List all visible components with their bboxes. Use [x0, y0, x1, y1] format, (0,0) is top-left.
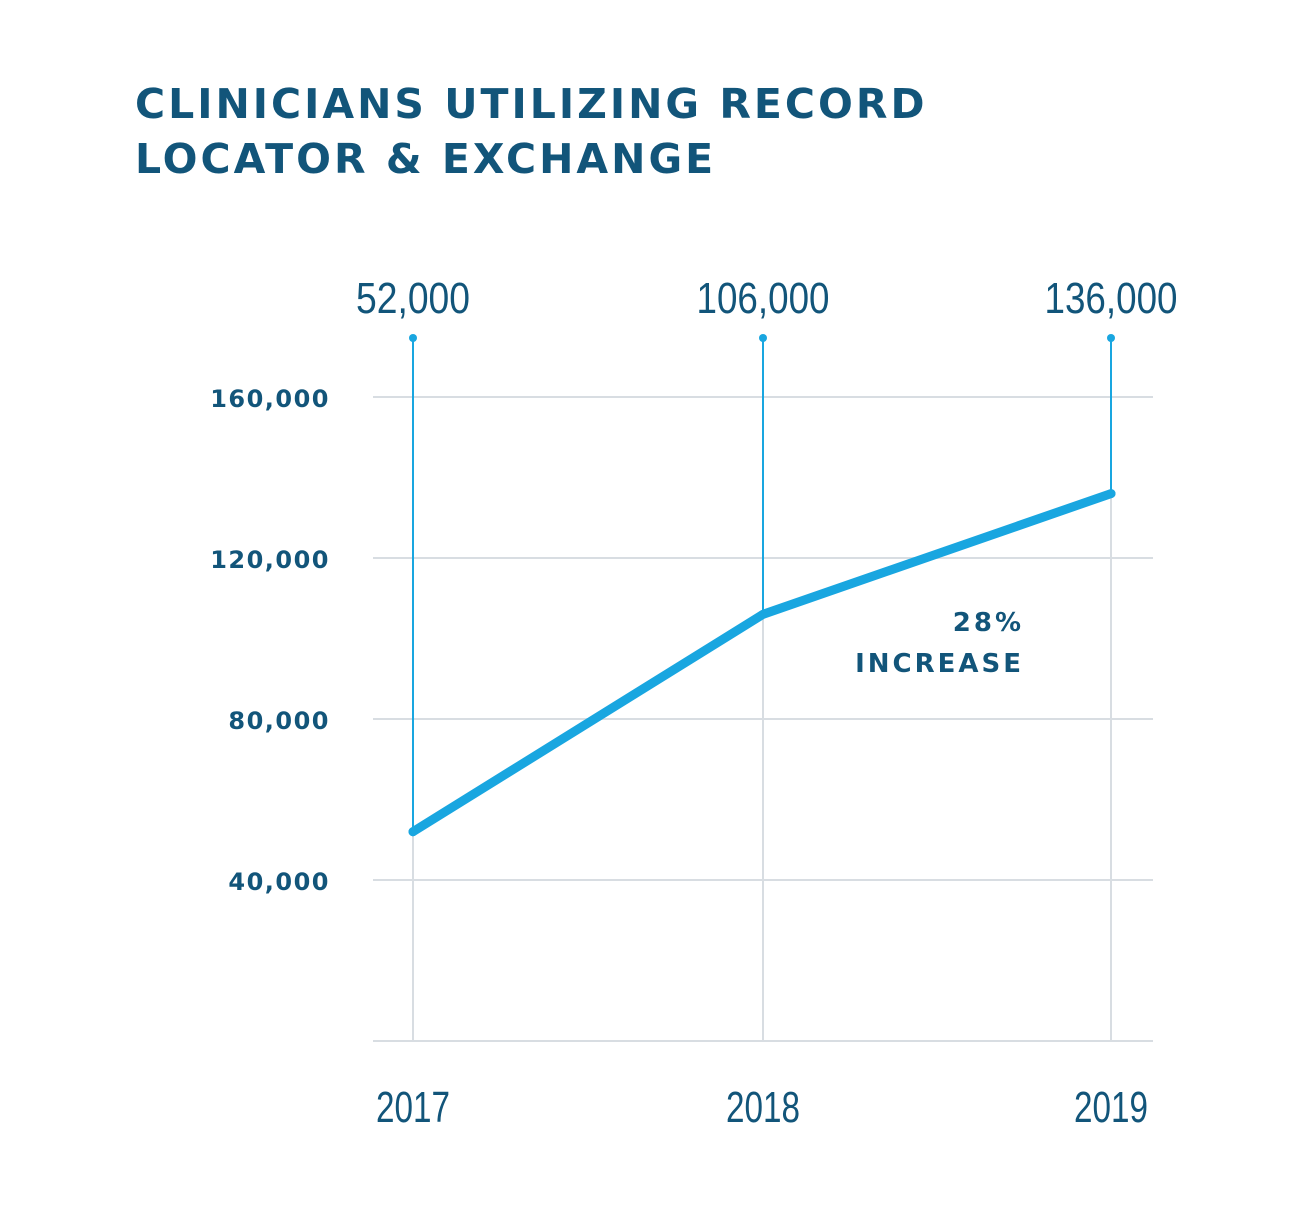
data-point-2018 [758, 609, 768, 619]
y-tick-label: 160,000 [210, 385, 330, 413]
chart-title-line-1: CLINICIANS UTILIZING RECORD [135, 80, 927, 128]
x-tick-label-2019: 2019 [1074, 1083, 1148, 1132]
data-label-2017: 52,000 [356, 274, 470, 323]
x-tick-label-2017: 2017 [376, 1083, 450, 1132]
stem-dot-2018 [759, 334, 767, 342]
data-label-2019: 136,000 [1045, 274, 1178, 323]
data-point-2017 [408, 827, 418, 837]
x-tick-label-2018: 2018 [726, 1083, 800, 1132]
y-tick-label: 80,000 [228, 707, 330, 735]
y-tick-label: 40,000 [228, 868, 330, 896]
stem-dot-2017 [409, 334, 417, 342]
data-label-2018: 106,000 [697, 274, 830, 323]
y-tick-label: 120,000 [210, 546, 330, 574]
annotation-increase: INCREASE [855, 649, 1024, 679]
chart-title-line-2: LOCATOR & EXCHANGE [135, 135, 716, 183]
stem-dot-2019 [1107, 334, 1115, 342]
annotation-percent: 28% [953, 608, 1024, 638]
data-point-2019 [1106, 489, 1116, 499]
